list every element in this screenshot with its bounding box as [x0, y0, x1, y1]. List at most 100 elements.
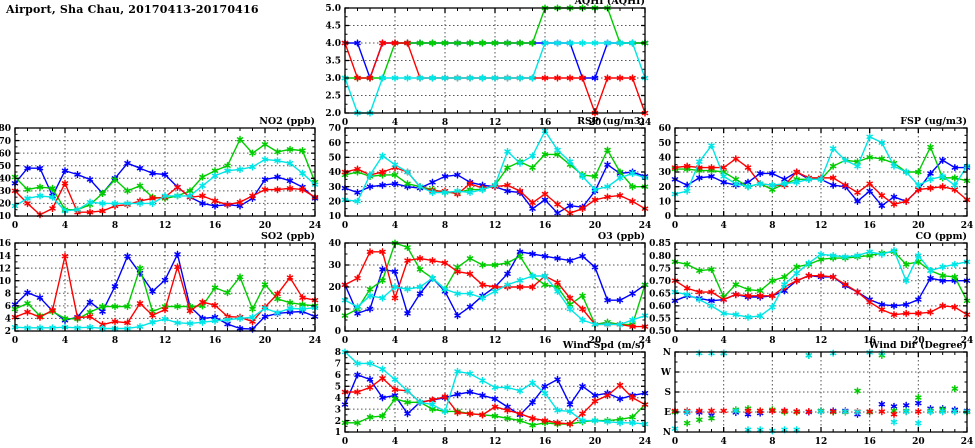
- y-tick-label: E: [664, 408, 671, 418]
- y-tick-label: 0.50: [649, 327, 671, 337]
- x-tick-label: 20: [259, 221, 272, 231]
- y-tick-label: 2: [335, 417, 341, 427]
- series-cyan: [341, 348, 649, 428]
- y-tick-label: 30: [0, 187, 11, 197]
- chart-o3: 0 10 20 30 40 0 4 8 12 16 20 24 O3 (ppb): [328, 231, 652, 346]
- x-tick-label: 24: [639, 336, 652, 346]
- x-tick-label: 20: [912, 437, 925, 447]
- y-tick-label: 60: [328, 139, 341, 149]
- y-tick-label: 4: [335, 394, 341, 404]
- y-tick-label: 50: [0, 162, 11, 172]
- panel-title-co: CO (ppm): [916, 231, 967, 242]
- panel-co: 0.50 0.55 0.60 0.65 0.70 0.75 0.80 0.85 0 4 8 12 16 2…: [641, 229, 975, 347]
- x-tick-label: 12: [159, 221, 172, 231]
- chart-aqhi: 2.0 2.5 3.0 3.5 4.0 4.5 5.0 0 4 8 12 16 20 24 AQHI (AQ…: [325, 0, 651, 128]
- series-red: [341, 374, 649, 428]
- x-tick-label: 0: [342, 221, 348, 231]
- x-tick-label: 4: [721, 221, 727, 231]
- x-tick-label: 0: [672, 336, 678, 346]
- chart-no2: 10 20 30 40 50 60 70 80 0 4 8 12 16 20 24 NO2 (ppb): [0, 116, 321, 231]
- y-tick-label: 40: [658, 154, 671, 164]
- x-tick-label: 12: [159, 336, 172, 346]
- x-tick-label: 8: [769, 221, 775, 231]
- panel-title-fsp: FSP (ug/m3): [900, 116, 967, 127]
- y-tick-label: 6: [335, 371, 341, 381]
- x-tick-label: 8: [112, 336, 118, 346]
- y-tick-label: 8: [5, 289, 11, 299]
- y-tick-label: 0.80: [649, 252, 671, 262]
- panel-title-aqhi: AQHI (AQHI): [574, 0, 645, 7]
- y-tick-label: 10: [658, 198, 671, 208]
- panel-aqhi: 2.0 2.5 3.0 3.5 4.0 4.5 5.0 0 4 8 12 16 20 24 AQHI (AQ…: [311, 0, 653, 129]
- x-tick-label: 8: [442, 437, 448, 447]
- x-tick-label: 16: [539, 221, 552, 231]
- y-tick-label: 30: [328, 261, 341, 271]
- y-tick-label: 0.75: [649, 264, 671, 274]
- y-tick-label: 20: [328, 198, 341, 208]
- x-tick-label: 0: [342, 118, 348, 128]
- y-tick-label: 30: [658, 168, 671, 178]
- y-tick-label: 10: [0, 212, 11, 222]
- y-tick-label: 0.60: [649, 302, 671, 312]
- y-tick-label: 5.0: [325, 4, 341, 14]
- x-tick-label: 20: [912, 221, 925, 231]
- x-tick-label: 12: [489, 118, 502, 128]
- panel-title-wind-dir: Wind Dir (Degree): [868, 340, 967, 351]
- x-tick-label: 16: [209, 336, 222, 346]
- x-tick-label: 16: [863, 437, 876, 447]
- x-tick-label: 4: [62, 336, 68, 346]
- x-tick-label: 4: [62, 221, 68, 231]
- x-tick-label: 8: [442, 118, 448, 128]
- x-tick-label: 20: [912, 336, 925, 346]
- y-tick-label: 70: [328, 124, 341, 134]
- x-tick-label: 12: [815, 221, 828, 231]
- x-tick-label: 4: [721, 336, 727, 346]
- x-tick-label: 24: [961, 336, 974, 346]
- x-tick-label: 16: [539, 437, 552, 447]
- y-tick-label: 7: [335, 360, 341, 370]
- x-tick-label: 20: [589, 437, 602, 447]
- x-tick-label: 12: [489, 437, 502, 447]
- y-tick-label: 0.55: [649, 315, 671, 325]
- y-tick-label: 16: [0, 239, 11, 249]
- y-tick-label: 3.0: [325, 74, 341, 84]
- series-cyan: [341, 127, 649, 205]
- x-tick-label: 8: [769, 336, 775, 346]
- x-tick-label: 16: [539, 118, 552, 128]
- y-tick-label: 3: [335, 405, 341, 415]
- panel-no2: 10 20 30 40 50 60 70 80 0 4 8 12 16 20 24 NO2 (ppb): [0, 114, 323, 232]
- panel-wind-dir: N E S W N 0 4 8 12 16 20 24 Wind Dir (Degree): [641, 338, 975, 448]
- x-tick-label: 16: [863, 221, 876, 231]
- y-tick-label: 30: [328, 183, 341, 193]
- x-tick-label: 8: [442, 221, 448, 231]
- y-tick-label: 70: [0, 137, 11, 147]
- y-tick-label: 1: [335, 428, 341, 438]
- y-tick-label: N: [663, 348, 671, 358]
- y-tick-label: 50: [658, 139, 671, 149]
- y-tick-label: 60: [0, 149, 11, 159]
- panel-o3: 0 10 20 30 40 0 4 8 12 16 20 24 O3 (ppb): [311, 229, 653, 347]
- x-tick-label: 0: [342, 437, 348, 447]
- y-tick-label: 0.65: [649, 289, 671, 299]
- x-tick-label: 8: [769, 437, 775, 447]
- series-cyan: [341, 272, 649, 329]
- y-tick-label: 2.5: [325, 92, 341, 102]
- y-tick-label: 0: [335, 327, 341, 337]
- x-tick-label: 24: [309, 336, 322, 346]
- y-tick-label: 20: [0, 200, 11, 210]
- panel-title-o3: O3 (ppb): [598, 231, 645, 242]
- x-tick-label: 16: [539, 336, 552, 346]
- y-tick-label: 12: [0, 264, 11, 274]
- x-tick-label: 12: [815, 437, 828, 447]
- y-tick-label: 20: [658, 183, 671, 193]
- x-tick-label: 8: [442, 336, 448, 346]
- x-tick-label: 24: [639, 437, 652, 447]
- x-tick-label: 4: [392, 221, 398, 231]
- y-tick-label: N: [663, 428, 671, 438]
- x-tick-label: 4: [392, 437, 398, 447]
- x-tick-label: 8: [112, 221, 118, 231]
- y-tick-label: 8: [335, 348, 341, 358]
